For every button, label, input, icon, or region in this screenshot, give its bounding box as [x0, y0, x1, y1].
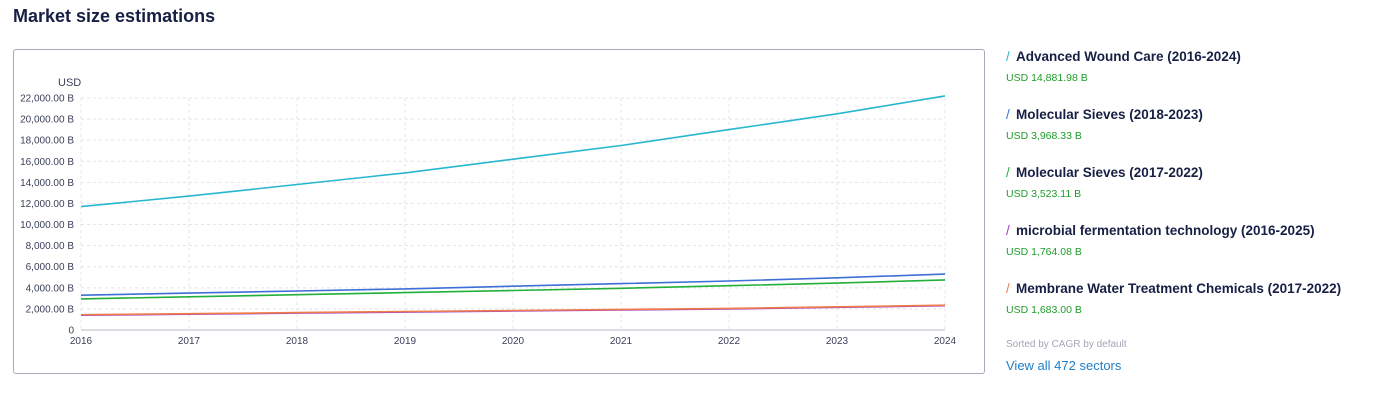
page-title: Market size estimations	[13, 6, 215, 27]
y-tick-label: 2,000.00 B	[26, 304, 75, 315]
y-tick-label: 14,000.00 B	[20, 178, 74, 189]
y-tick-label: 12,000.00 B	[20, 199, 74, 210]
x-tick-label: 2021	[610, 336, 633, 347]
x-tick-label: 2018	[286, 336, 309, 347]
y-tick-label: 22,000.00 B	[20, 94, 74, 105]
y-tick-label: 6,000.00 B	[26, 262, 75, 273]
legend-item[interactable]: /Advanced Wound Care (2016-2024) USD 14,…	[1006, 47, 1366, 105]
x-tick-label: 2019	[394, 336, 417, 347]
legend-label[interactable]: Membrane Water Treatment Chemicals (2017…	[1016, 281, 1341, 296]
legend-title[interactable]: /Molecular Sieves (2017-2022)	[1006, 163, 1366, 183]
sort-note: Sorted by CAGR by default	[1006, 339, 1127, 350]
series-color-marker-icon: /	[1006, 221, 1016, 241]
x-tick-label: 2023	[826, 336, 849, 347]
x-tick-label: 2016	[70, 336, 93, 347]
y-tick-label: 0	[68, 326, 74, 337]
legend-title[interactable]: /Advanced Wound Care (2016-2024)	[1006, 47, 1366, 67]
y-tick-label: 8,000.00 B	[26, 241, 75, 252]
legend-value: USD 1,764.08 B	[1006, 246, 1366, 258]
legend-item[interactable]: /Molecular Sieves (2018-2023) USD 3,968.…	[1006, 105, 1366, 163]
legend-value: USD 3,523.11 B	[1006, 188, 1366, 200]
y-tick-label: 16,000.00 B	[20, 157, 74, 168]
legend-label[interactable]: Molecular Sieves (2018-2023)	[1016, 107, 1203, 122]
legend-value: USD 1,683.00 B	[1006, 304, 1366, 316]
legend-item[interactable]: /microbial fermentation technology (2016…	[1006, 221, 1366, 279]
legend-item[interactable]: /Membrane Water Treatment Chemicals (201…	[1006, 279, 1366, 337]
y-tick-label: 20,000.00 B	[20, 115, 74, 126]
legend-item[interactable]: /Molecular Sieves (2017-2022) USD 3,523.…	[1006, 163, 1366, 221]
legend-value: USD 3,968.33 B	[1006, 130, 1366, 142]
series-color-marker-icon: /	[1006, 163, 1016, 183]
y-tick-label: 18,000.00 B	[20, 136, 74, 147]
legend-label[interactable]: Advanced Wound Care (2016-2024)	[1016, 49, 1241, 64]
legend-label[interactable]: Molecular Sieves (2017-2022)	[1016, 165, 1203, 180]
legend-value: USD 14,881.98 B	[1006, 72, 1366, 84]
x-tick-label: 2017	[178, 336, 201, 347]
legend-title[interactable]: /microbial fermentation technology (2016…	[1006, 221, 1366, 241]
y-tick-label: 4,000.00 B	[26, 283, 75, 294]
legend-title[interactable]: /Membrane Water Treatment Chemicals (201…	[1006, 279, 1366, 299]
y-unit-label: USD	[58, 77, 81, 89]
x-tick-label: 2024	[934, 336, 957, 347]
series-line	[81, 305, 945, 315]
y-tick-label: 10,000.00 B	[20, 220, 74, 231]
series-color-marker-icon: /	[1006, 279, 1016, 299]
series-color-marker-icon: /	[1006, 105, 1016, 125]
chart-svg: 0 2,000.00 B 4,000.00 B 6,000.00 B 8,000.00 …	[14, 50, 984, 373]
grid-layer	[81, 98, 945, 330]
series-color-marker-icon: /	[1006, 47, 1016, 67]
legend: /Advanced Wound Care (2016-2024) USD 14,…	[1006, 47, 1366, 337]
view-all-sectors-link[interactable]: View all 472 sectors	[1006, 358, 1121, 373]
x-tick-label: 2022	[718, 336, 741, 347]
legend-label[interactable]: microbial fermentation technology (2016-…	[1016, 223, 1315, 238]
x-tick-label: 2020	[502, 336, 525, 347]
legend-title[interactable]: /Molecular Sieves (2018-2023)	[1006, 105, 1366, 125]
market-size-chart: 0 2,000.00 B 4,000.00 B 6,000.00 B 8,000.00 …	[13, 49, 985, 374]
